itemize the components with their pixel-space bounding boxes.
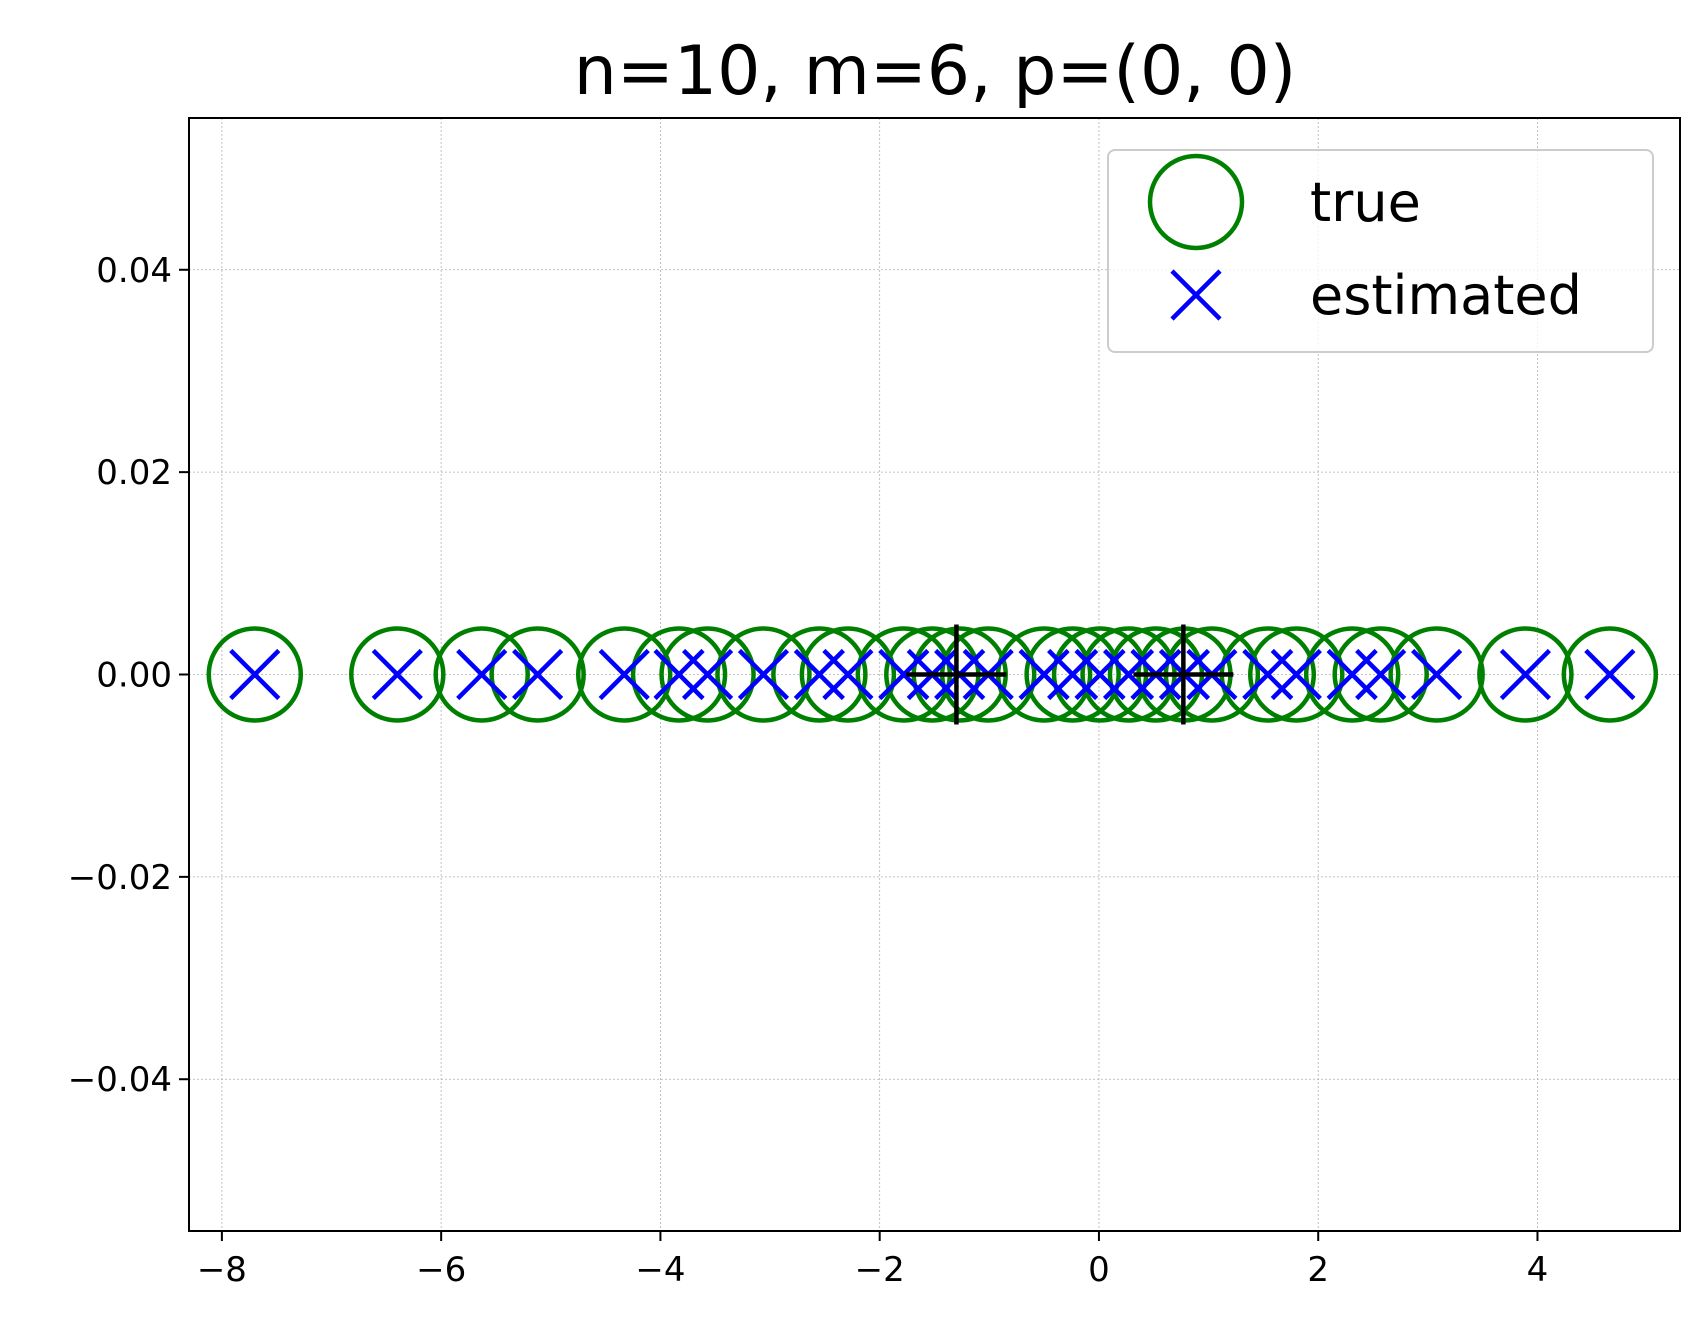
estimated-point (1326, 648, 1378, 701)
estimated-point (1270, 648, 1322, 701)
true-point (433, 626, 530, 723)
chart-title: n=10, m=6, p=(0, 0) (574, 32, 1297, 111)
x-tick-label: 2 (1307, 1250, 1329, 1290)
legend-box (1107, 149, 1654, 353)
x-tick-label: −8 (197, 1250, 247, 1290)
true-point (1248, 626, 1345, 723)
estimated-point (1584, 648, 1636, 701)
x-tick-label: −2 (855, 1250, 905, 1290)
estimated-point (512, 648, 564, 701)
estimated-point (822, 648, 874, 701)
estimated-point (1047, 648, 1099, 701)
estimated-point (1102, 648, 1155, 701)
x-tick-label: 4 (1527, 1250, 1549, 1290)
y-tick-label: −0.02 (68, 858, 172, 898)
true-point (1477, 626, 1574, 723)
true-point (1303, 626, 1401, 723)
legend-estimated-marker (1170, 269, 1222, 321)
estimated-point (1018, 648, 1070, 701)
true-point (1332, 626, 1429, 723)
x-tick-label: −6 (416, 1250, 466, 1290)
estimated-point (229, 648, 281, 701)
y-tick-label: 0.02 (96, 453, 172, 493)
legend-true-marker (1147, 153, 1245, 251)
estimated-point (1411, 648, 1463, 701)
true-point (575, 626, 673, 723)
estimated-point (371, 648, 423, 701)
estimated-point (456, 648, 508, 701)
true-point (715, 626, 812, 723)
true-point (489, 626, 586, 723)
y-tick-label: 0.04 (96, 251, 172, 291)
estimated-point (878, 648, 930, 701)
estimated-point (653, 648, 705, 701)
estimated-point (681, 648, 734, 701)
legend: true estimated (1107, 149, 1654, 353)
true-point (1561, 626, 1659, 723)
estimated-point (1242, 648, 1294, 701)
x-tick-label: −4 (635, 1250, 685, 1290)
true-point (630, 626, 728, 723)
true-point (659, 626, 756, 723)
true-point (1024, 626, 1121, 723)
estimated-point (1355, 648, 1407, 701)
estimated-point (1499, 648, 1552, 701)
estimated-point (737, 648, 790, 701)
legend-label: estimated (1310, 264, 1582, 327)
ticks-layer: −8 −6 −4 −2 0 2 4 −0.04 −0.02 0.00 0.02 0.04 (68, 251, 1549, 1290)
estimated-point (598, 648, 650, 701)
plus-point (1133, 624, 1234, 725)
true-point (349, 626, 446, 723)
plus-point (906, 624, 1007, 725)
true-point (771, 626, 868, 723)
y-tick-label: 0.00 (96, 656, 172, 696)
y-tick-label: −0.04 (68, 1060, 172, 1100)
true-point (799, 626, 897, 723)
x-tick-label: 0 (1088, 1250, 1110, 1290)
marks-layer (206, 624, 1659, 725)
legend-label: true (1310, 171, 1421, 234)
estimated-point (1074, 648, 1126, 701)
true-point (1388, 626, 1485, 723)
estimated-point (793, 648, 845, 701)
true-point (206, 626, 304, 723)
